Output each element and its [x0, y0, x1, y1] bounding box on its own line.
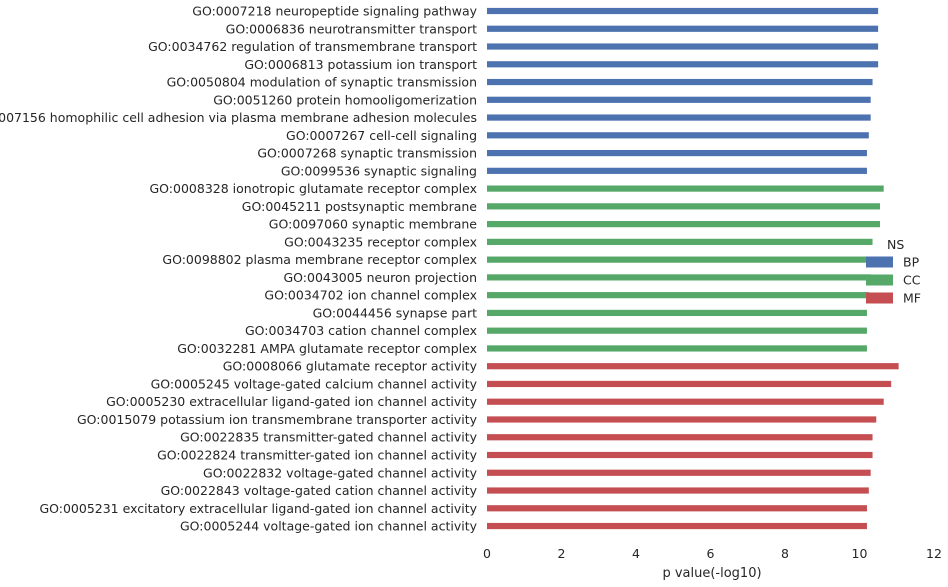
y-tick-label: GO:0051260 protein homooligomerization	[213, 92, 477, 107]
bar-mf	[487, 434, 873, 441]
y-tick-label: GO:0015079 potassium ion transmembrane t…	[77, 412, 478, 427]
y-tick-label: GO:0005230 extracellular ligand-gated io…	[106, 394, 478, 409]
bar-mf	[487, 363, 899, 370]
y-tick-label: GO:0007156 homophilic cell adhesion via …	[0, 110, 477, 125]
bar-mf	[487, 416, 877, 423]
legend-swatch-mf	[866, 292, 893, 304]
x-tick-labels: 0 2 4 6 8 10 12	[483, 546, 942, 561]
y-tick-label: GO:0005245 voltage-gated calcium channel…	[151, 376, 478, 391]
bars-layer	[487, 7, 899, 530]
y-tick-label: GO:0043235 receptor complex	[284, 234, 477, 249]
y-tick-label: GO:0008328 ionotropic glutamate receptor…	[150, 181, 478, 196]
y-tick-label: GO:0099536 synaptic signaling	[281, 163, 477, 178]
y-tick-label: GO:0034762 regulation of transmembrane t…	[148, 39, 477, 54]
bar-bp	[487, 132, 869, 139]
y-tick-label: GO:0022843 voltage-gated cation channel …	[161, 483, 478, 498]
y-tick-label: GO:0044456 synapse part	[313, 305, 477, 320]
legend-label-mf: MF	[903, 291, 921, 306]
legend-swatch-cc	[866, 274, 893, 286]
legend-title: NS	[887, 237, 904, 252]
x-tick-label: 4	[632, 546, 640, 561]
bar-cc	[487, 327, 867, 334]
legend-swatch-bp	[866, 256, 893, 268]
legend: NS BP CC MF	[866, 237, 921, 306]
bar-cc	[487, 221, 880, 228]
bar-bp	[487, 43, 879, 50]
x-tick-label: 10	[852, 546, 868, 561]
y-tick-label: GO:0043005 neuron projection	[283, 270, 477, 285]
bar-mf	[487, 451, 873, 459]
bar-cc	[487, 238, 873, 245]
bar-mf	[487, 398, 884, 405]
x-tick-label: 2	[558, 546, 566, 561]
legend-label-bp: BP	[903, 255, 920, 270]
y-tick-label: GO:0098802 plasma membrane receptor comp…	[162, 252, 477, 267]
y-tick-label: GO:0032281 AMPA glutamate receptor compl…	[177, 341, 477, 356]
y-tick-label: GO:0034702 ion channel complex	[264, 288, 477, 303]
y-tick-label: GO:0022824 transmitter-gated ion channel…	[157, 448, 478, 463]
bar-bp	[487, 114, 871, 121]
bar-mf	[487, 487, 869, 494]
y-tick-label: GO:0007268 synaptic transmission	[257, 146, 477, 161]
y-tick-label: GO:0005244 voltage-gated ion channel act…	[180, 519, 478, 534]
y-tick-label: GO:0097060 synaptic membrane	[269, 217, 478, 232]
bar-bp	[487, 61, 879, 68]
y-tick-label: GO:0006813 potassium ion transport	[244, 57, 477, 72]
y-tick-label: GO:0022835 transmitter-gated channel act…	[180, 430, 477, 445]
bar-cc	[487, 309, 867, 317]
x-axis-label: p value(-log10)	[662, 566, 761, 581]
x-tick-label: 6	[707, 546, 715, 561]
bar-bp	[487, 25, 879, 32]
bar-cc	[487, 185, 884, 192]
bar-mf	[487, 505, 867, 512]
bar-mf	[487, 469, 871, 476]
y-tick-label: GO:0034703 cation channel complex	[245, 323, 477, 338]
y-tick-label: GO:0045211 postsynaptic membrane	[242, 199, 478, 214]
bar-cc	[487, 274, 871, 281]
y-tick-label: GO:0022832 voltage-gated channel activit…	[203, 465, 478, 480]
bar-cc	[487, 292, 869, 299]
x-tick-label: 0	[483, 546, 491, 561]
bar-cc	[487, 203, 880, 210]
bar-cc	[487, 256, 871, 263]
bar-cc	[487, 345, 867, 352]
y-tick-label: GO:0007218 neuropeptide signaling pathwa…	[192, 4, 477, 19]
y-tick-labels: GO:0007218 neuropeptide signaling pathwa…	[0, 4, 478, 534]
y-tick-label: GO:0007267 cell-cell signaling	[286, 128, 477, 143]
bar-mf	[487, 380, 892, 388]
bar-bp	[487, 7, 879, 15]
x-tick-label: 8	[781, 546, 789, 561]
y-tick-label: GO:0005231 excitatory extracellular liga…	[39, 501, 477, 516]
bar-bp	[487, 149, 867, 157]
legend-label-cc: CC	[903, 273, 921, 288]
x-tick-label: 12	[926, 546, 942, 561]
bar-bp	[487, 167, 867, 174]
bar-bp	[487, 96, 871, 103]
y-tick-label: GO:0008066 glutamate receptor activity	[223, 359, 478, 374]
bar-bp	[487, 78, 873, 86]
y-tick-label: GO:0050804 modulation of synaptic transm…	[167, 75, 477, 90]
bar-mf	[487, 522, 867, 530]
y-tick-label: GO:0006836 neurotransmitter transport	[226, 21, 477, 36]
